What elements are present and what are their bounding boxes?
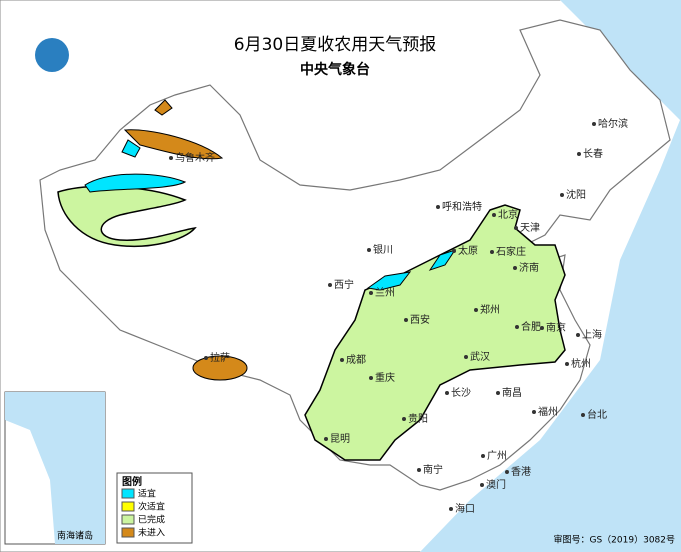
city-label: 香港 xyxy=(511,466,531,478)
legend-label: 已完成 xyxy=(138,514,165,526)
legend-swatch xyxy=(121,501,135,512)
city-label: 拉萨 xyxy=(210,351,230,364)
city-label: 南宁 xyxy=(423,463,443,476)
city-dot xyxy=(515,325,519,329)
country-outline xyxy=(39,19,671,491)
region-completed xyxy=(57,185,197,248)
city-dot xyxy=(367,248,371,252)
city-label: 成都 xyxy=(346,354,366,366)
city-dot xyxy=(560,193,564,197)
city-label: 天津 xyxy=(520,222,540,234)
city-dot xyxy=(436,205,440,209)
city-dot xyxy=(514,226,518,230)
city-dot xyxy=(464,355,468,359)
legend-title: 图例 xyxy=(122,475,142,488)
legend-label: 适宜 xyxy=(138,488,156,500)
region-not-entered xyxy=(154,99,173,116)
city-dot xyxy=(490,250,494,254)
legend-label: 次适宜 xyxy=(138,501,165,513)
city-label: 澳门 xyxy=(486,478,506,491)
city-dot xyxy=(474,308,478,312)
region-suitable xyxy=(84,173,187,193)
city-dot xyxy=(328,283,332,287)
region-completed xyxy=(304,204,566,461)
city-label: 哈尔滨 xyxy=(598,117,628,130)
city-label: 银川 xyxy=(373,243,393,256)
city-label: 乌鲁木齐 xyxy=(175,151,215,164)
city-dot xyxy=(449,507,453,511)
city-label: 长春 xyxy=(583,148,603,160)
city-dot xyxy=(402,417,406,421)
city-dot xyxy=(452,249,456,253)
city-dot xyxy=(577,152,581,156)
city-label: 济南 xyxy=(519,261,539,274)
city-dot xyxy=(369,376,373,380)
city-label: 南昌 xyxy=(502,386,522,399)
legend-label: 未进入 xyxy=(138,527,165,539)
city-dot xyxy=(480,483,484,487)
city-dot xyxy=(445,391,449,395)
city-label: 杭州 xyxy=(571,357,591,370)
inset-label: 南海诸岛 xyxy=(57,530,93,542)
region-suitable xyxy=(366,271,412,291)
city-dot xyxy=(540,326,544,330)
city-label: 石家庄 xyxy=(496,245,526,258)
legend-swatch xyxy=(121,527,135,538)
title: 6月30日夏收农用天气预报 xyxy=(234,35,436,55)
sea xyxy=(420,0,681,552)
city-dot xyxy=(340,358,344,362)
legend-swatch xyxy=(121,488,135,499)
city-label: 北京 xyxy=(498,208,518,221)
city-dot xyxy=(324,437,328,441)
subtitle: 中央气象台 xyxy=(300,61,370,78)
region-not-entered xyxy=(123,129,224,160)
city-label: 昆明 xyxy=(330,433,350,445)
city-label: 台北 xyxy=(587,408,607,421)
city-label: 郑州 xyxy=(480,303,500,316)
city-dot xyxy=(404,318,408,322)
city-dot xyxy=(581,413,585,417)
city-dot xyxy=(496,391,500,395)
city-dot xyxy=(492,213,496,217)
city-label: 海口 xyxy=(455,502,475,515)
city-label: 沈阳 xyxy=(566,188,586,201)
logo xyxy=(35,38,69,72)
city-label: 西宁 xyxy=(334,278,354,291)
city-dot xyxy=(513,266,517,270)
city-label: 呼和浩特 xyxy=(442,201,482,213)
city-dot xyxy=(565,362,569,366)
city-label: 广州 xyxy=(487,450,507,462)
city-label: 合肥 xyxy=(521,320,541,333)
city-dot xyxy=(505,470,509,474)
city-dot xyxy=(204,356,208,360)
inset-sea xyxy=(5,392,105,544)
city-label: 上海 xyxy=(582,328,602,341)
city-dot xyxy=(592,122,596,126)
city-label: 南京 xyxy=(546,321,566,334)
city-dot xyxy=(481,454,485,458)
city-dot xyxy=(169,156,173,160)
city-label: 西安 xyxy=(410,313,430,326)
region-not-entered xyxy=(192,355,248,381)
city-dot xyxy=(369,291,373,295)
city-dot xyxy=(576,333,580,337)
region-suitable xyxy=(121,139,141,158)
legend-swatch xyxy=(121,514,135,525)
city-dot xyxy=(417,468,421,472)
city-label: 兰州 xyxy=(375,286,395,299)
city-label: 武汉 xyxy=(470,350,490,363)
city-label: 太原 xyxy=(458,244,478,257)
footer: 审图号：GS（2019）3082号 xyxy=(554,534,676,546)
city-label: 长沙 xyxy=(451,387,471,399)
city-label: 福州 xyxy=(538,405,558,418)
city-label: 贵阳 xyxy=(408,412,428,425)
city-dot xyxy=(532,410,536,414)
city-label: 重庆 xyxy=(375,371,395,384)
